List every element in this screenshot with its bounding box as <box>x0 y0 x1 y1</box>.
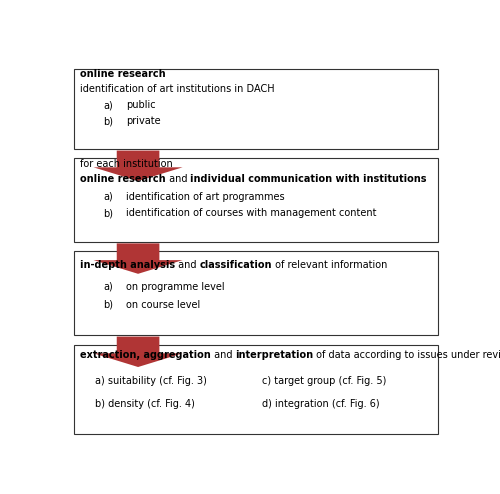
Text: on programme level: on programme level <box>126 282 225 291</box>
Text: identification of art programmes: identification of art programmes <box>126 192 285 202</box>
Text: private: private <box>126 116 161 126</box>
Text: for each institution: for each institution <box>80 159 172 169</box>
FancyBboxPatch shape <box>74 345 438 434</box>
Text: b) density (cf. Fig. 4): b) density (cf. Fig. 4) <box>96 399 196 409</box>
Polygon shape <box>94 336 182 367</box>
FancyBboxPatch shape <box>74 158 438 242</box>
Text: d) integration (cf. Fig. 6): d) integration (cf. Fig. 6) <box>262 399 380 409</box>
Text: online research: online research <box>80 174 166 184</box>
Text: and: and <box>210 350 236 360</box>
Text: interpretation: interpretation <box>236 350 314 360</box>
Polygon shape <box>94 244 182 274</box>
Text: a) suitability (cf. Fig. 3): a) suitability (cf. Fig. 3) <box>96 375 208 386</box>
FancyBboxPatch shape <box>74 69 438 149</box>
Text: extraction, aggregation: extraction, aggregation <box>80 350 210 360</box>
Text: c) target group (cf. Fig. 5): c) target group (cf. Fig. 5) <box>262 375 386 386</box>
Text: and: and <box>175 260 200 270</box>
Text: individual communication with institutions: individual communication with institutio… <box>190 174 426 184</box>
Text: identification of art institutions in DACH: identification of art institutions in DA… <box>80 84 274 94</box>
FancyBboxPatch shape <box>74 251 438 335</box>
Text: b): b) <box>103 208 113 218</box>
Text: a): a) <box>103 282 113 291</box>
Text: in-depth analysis: in-depth analysis <box>80 260 175 270</box>
Text: on course level: on course level <box>126 300 200 310</box>
Text: a): a) <box>103 100 113 110</box>
Text: of data according to issues under review: of data according to issues under review <box>314 350 500 360</box>
Text: b): b) <box>103 300 113 310</box>
Text: online research: online research <box>80 69 166 79</box>
Text: identification of courses with management content: identification of courses with managemen… <box>126 208 377 218</box>
Text: of relevant information: of relevant information <box>272 260 388 270</box>
Text: and: and <box>166 174 190 184</box>
Text: public: public <box>126 100 156 110</box>
Text: classification: classification <box>200 260 272 270</box>
Text: b): b) <box>103 116 113 126</box>
Polygon shape <box>94 151 182 181</box>
Text: a): a) <box>103 192 113 202</box>
